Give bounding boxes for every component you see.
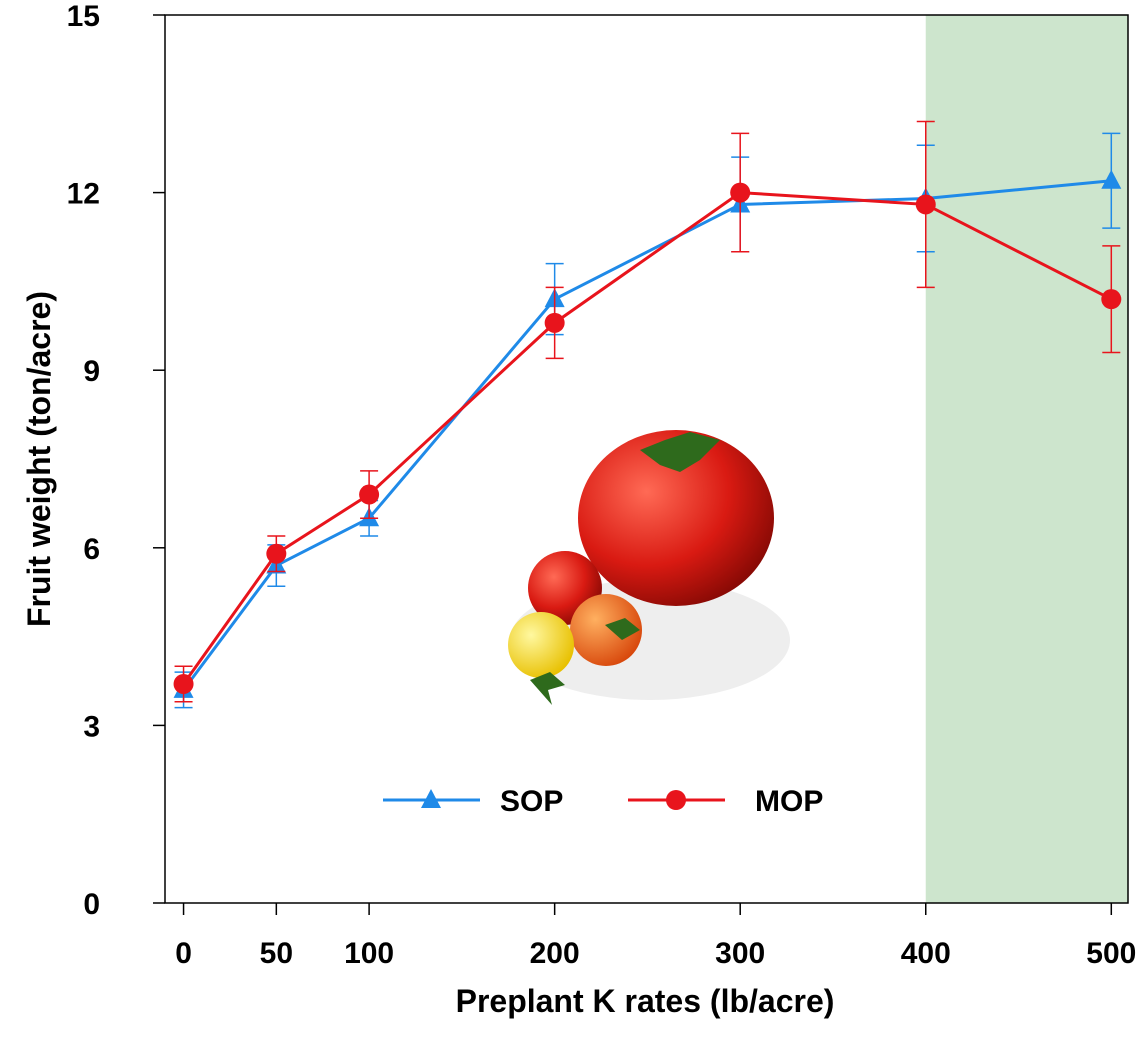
data-point bbox=[266, 544, 286, 564]
x-tick-label: 50 bbox=[260, 937, 293, 970]
background bbox=[926, 15, 1128, 903]
data-point bbox=[359, 485, 379, 505]
x-tick-label: 400 bbox=[901, 937, 951, 970]
x-axis-title: Preplant K rates (lb/acre) bbox=[456, 983, 835, 1019]
data-point bbox=[1101, 289, 1121, 309]
data-point bbox=[730, 183, 750, 203]
legend-label: SOP bbox=[500, 785, 563, 818]
y-tick-label: 3 bbox=[83, 710, 100, 743]
legend-marker bbox=[666, 790, 686, 810]
y-tick-label: 12 bbox=[67, 178, 100, 211]
x-tick-label: 500 bbox=[1086, 937, 1136, 970]
y-tick-label: 0 bbox=[83, 888, 100, 921]
y-axis-title: Fruit weight (ton/acre) bbox=[21, 291, 57, 627]
data-point bbox=[916, 194, 936, 214]
y-tick-label: 6 bbox=[83, 533, 100, 566]
tomato bbox=[508, 612, 574, 678]
y-tick-label: 15 bbox=[67, 0, 100, 33]
y-tick-label: 9 bbox=[83, 355, 100, 388]
x-tick-label: 200 bbox=[530, 937, 580, 970]
chart: 0 3 6 9 12 15 0 50 100 200 300 400 500 SOP MOP Preplan… bbox=[0, 0, 1147, 1034]
x-tick-label: 100 bbox=[344, 937, 394, 970]
x-tick-label: 300 bbox=[715, 937, 765, 970]
legend-label: MOP bbox=[755, 785, 823, 818]
x-tick-label: 0 bbox=[175, 937, 192, 970]
data-point bbox=[174, 674, 194, 694]
highlight-region bbox=[926, 15, 1128, 903]
tomato-image bbox=[508, 430, 790, 705]
data-point bbox=[545, 313, 565, 333]
